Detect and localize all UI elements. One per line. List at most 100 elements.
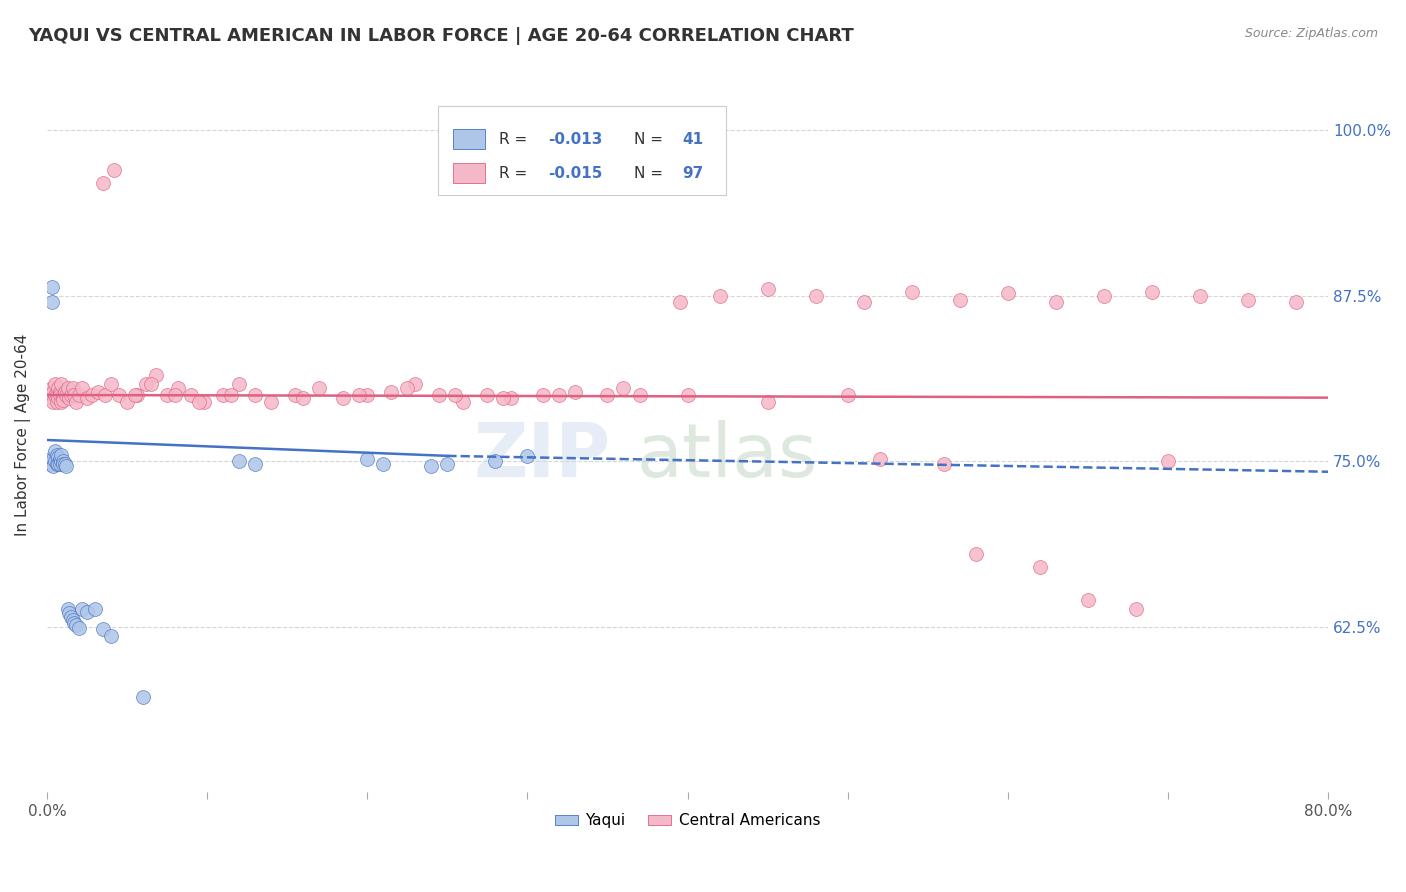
Point bbox=[100, 629, 122, 643]
Y-axis label: In Labor Force | Age 20-64: In Labor Force | Age 20-64 bbox=[15, 334, 31, 536]
Point bbox=[156, 388, 179, 402]
Point bbox=[70, 381, 93, 395]
Point bbox=[67, 388, 90, 402]
Point bbox=[932, 457, 955, 471]
Point bbox=[59, 388, 82, 402]
Point bbox=[41, 391, 63, 405]
Text: ZIP: ZIP bbox=[474, 419, 610, 492]
Point bbox=[373, 457, 395, 471]
Point bbox=[516, 449, 538, 463]
Point bbox=[1140, 285, 1163, 299]
Point bbox=[564, 385, 586, 400]
Point bbox=[42, 385, 65, 400]
Point bbox=[1285, 295, 1308, 310]
FancyBboxPatch shape bbox=[453, 163, 485, 183]
Point bbox=[115, 394, 138, 409]
Point bbox=[949, 293, 972, 307]
Point bbox=[46, 450, 69, 465]
Point bbox=[80, 388, 103, 402]
Point bbox=[167, 381, 190, 395]
Point bbox=[356, 388, 378, 402]
FancyBboxPatch shape bbox=[453, 129, 485, 149]
Point bbox=[852, 295, 875, 310]
Point bbox=[228, 377, 250, 392]
Point bbox=[63, 615, 86, 630]
Point bbox=[260, 394, 283, 409]
Point bbox=[420, 459, 443, 474]
Text: Source: ZipAtlas.com: Source: ZipAtlas.com bbox=[1244, 27, 1378, 40]
Point bbox=[41, 381, 63, 395]
Point bbox=[39, 388, 62, 402]
Point bbox=[49, 457, 72, 471]
Point bbox=[65, 394, 87, 409]
Point bbox=[165, 388, 187, 402]
Point bbox=[45, 394, 67, 409]
Point bbox=[44, 454, 66, 468]
Point bbox=[180, 388, 202, 402]
Point bbox=[533, 388, 555, 402]
Point bbox=[46, 381, 69, 395]
Point bbox=[356, 451, 378, 466]
Point bbox=[49, 388, 72, 402]
Point bbox=[453, 394, 475, 409]
Point bbox=[477, 388, 499, 402]
Point bbox=[1157, 454, 1180, 468]
Text: R =: R = bbox=[499, 131, 533, 146]
Point bbox=[70, 602, 93, 616]
Point bbox=[132, 690, 155, 704]
Point bbox=[53, 457, 76, 471]
Text: atlas: atlas bbox=[637, 419, 817, 492]
Point bbox=[243, 457, 266, 471]
Point bbox=[56, 602, 79, 616]
Point bbox=[58, 391, 80, 405]
Point bbox=[332, 391, 354, 405]
Point bbox=[668, 295, 690, 310]
Legend: Yaqui, Central Americans: Yaqui, Central Americans bbox=[548, 807, 827, 834]
Point bbox=[45, 388, 67, 402]
Point bbox=[76, 605, 98, 619]
Point bbox=[193, 394, 215, 409]
Point bbox=[42, 451, 65, 466]
Point bbox=[869, 451, 891, 466]
Point bbox=[308, 381, 330, 395]
Point bbox=[100, 377, 122, 392]
Point bbox=[1077, 593, 1099, 607]
Point bbox=[55, 388, 77, 402]
Point bbox=[212, 388, 235, 402]
Point bbox=[404, 377, 426, 392]
Point bbox=[58, 607, 80, 621]
Point bbox=[51, 454, 73, 468]
Point bbox=[1045, 295, 1067, 310]
Point bbox=[52, 457, 75, 471]
Point bbox=[67, 621, 90, 635]
Point bbox=[124, 388, 146, 402]
Point bbox=[45, 448, 67, 462]
Point bbox=[125, 388, 148, 402]
Point bbox=[145, 368, 167, 383]
Point bbox=[444, 388, 467, 402]
Point bbox=[39, 451, 62, 466]
Point bbox=[292, 391, 315, 405]
Point bbox=[63, 388, 86, 402]
Point bbox=[42, 459, 65, 474]
Point bbox=[548, 388, 571, 402]
Text: 41: 41 bbox=[682, 131, 703, 146]
Point bbox=[1092, 289, 1115, 303]
Point bbox=[709, 289, 731, 303]
Point bbox=[243, 388, 266, 402]
Point bbox=[91, 176, 114, 190]
Point bbox=[87, 385, 110, 400]
Point bbox=[62, 613, 84, 627]
Point bbox=[756, 394, 779, 409]
Point bbox=[51, 448, 73, 462]
Point bbox=[39, 457, 62, 471]
Point bbox=[52, 388, 75, 402]
Point bbox=[396, 381, 419, 395]
Point bbox=[492, 391, 515, 405]
Point bbox=[676, 388, 699, 402]
Point bbox=[53, 385, 76, 400]
Point bbox=[139, 377, 162, 392]
Text: -0.013: -0.013 bbox=[548, 131, 602, 146]
Point bbox=[900, 285, 922, 299]
Point bbox=[612, 381, 634, 395]
